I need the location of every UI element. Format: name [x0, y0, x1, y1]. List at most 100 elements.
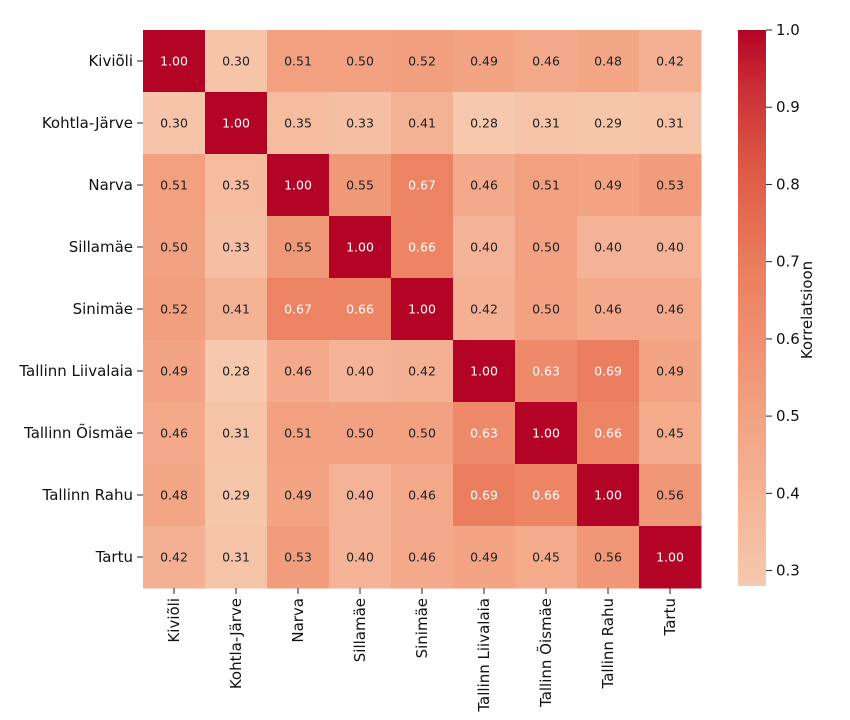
heatmap-cell	[453, 464, 516, 527]
cell-value-label: 0.42	[470, 302, 498, 317]
heatmap-cell	[453, 30, 516, 93]
column-label: Kohtla-Järve	[227, 598, 245, 689]
cell-value-label: 0.29	[594, 116, 622, 131]
cell-value-label: 0.41	[408, 116, 436, 131]
column-label: Tartu	[661, 598, 679, 636]
heatmap-cell	[639, 30, 702, 93]
heatmap-cell	[329, 216, 392, 279]
cell-value-label: 0.28	[470, 116, 498, 131]
cell-value-label: 0.31	[222, 426, 250, 441]
column-labels: Kiviõli Kohtla-Järve Narva Sillamäe Sinimäe T…	[165, 588, 679, 713]
heatmap-cell	[577, 92, 640, 155]
cell-value-label: 0.31	[532, 116, 560, 131]
cell-value-label: 1.00	[470, 364, 498, 379]
heatmap-cell	[515, 92, 578, 155]
heatmap-cell	[205, 92, 268, 155]
cell-value-label: 0.45	[532, 550, 560, 565]
cell-value-label: 0.50	[532, 302, 560, 317]
colorbar-tick-label: 0.8	[776, 175, 800, 193]
heatmap-cell	[329, 340, 392, 403]
cell-value-label: 0.49	[470, 54, 498, 69]
heatmap-cell	[329, 526, 392, 589]
heatmap-cell	[205, 30, 268, 93]
cell-value-label: 0.49	[160, 364, 188, 379]
cell-value-label: 0.35	[222, 178, 250, 193]
heatmap-cell	[329, 464, 392, 527]
heatmap-cell	[143, 340, 206, 403]
heatmap-cell	[639, 154, 702, 217]
colorbar-tick-label: 0.3	[776, 562, 800, 580]
cell-value-label: 0.50	[346, 54, 374, 69]
cell-value-label: 0.46	[532, 54, 560, 69]
cell-value-label: 1.00	[346, 240, 374, 255]
cell-value-label: 0.42	[656, 54, 684, 69]
cell-value-label: 0.46	[160, 426, 188, 441]
cell-value-label: 0.46	[408, 550, 436, 565]
row-label: Tallinn Rahu	[42, 486, 133, 504]
heatmap-cell	[267, 278, 330, 341]
row-label: Narva	[88, 176, 133, 194]
cell-value-label: 0.46	[470, 178, 498, 193]
cell-value-label: 0.53	[284, 550, 312, 565]
heatmap-cell	[267, 402, 330, 465]
heatmap-cell	[453, 526, 516, 589]
row-label: Sillamäe	[69, 238, 133, 256]
heatmap-cell	[267, 154, 330, 217]
cell-value-label: 0.63	[532, 364, 560, 379]
colorbar-tick-label: 0.9	[776, 98, 800, 116]
heatmap-cell	[577, 340, 640, 403]
heatmap-cell	[577, 278, 640, 341]
cell-value-label: 0.56	[594, 550, 622, 565]
heatmap-cell	[639, 526, 702, 589]
cell-value-label: 0.33	[222, 240, 250, 255]
cell-value-label: 0.51	[160, 178, 188, 193]
cell-value-label: 0.66	[594, 426, 622, 441]
heatmap-cell	[639, 216, 702, 279]
heatmap-cell	[453, 278, 516, 341]
cell-value-label: 0.46	[656, 302, 684, 317]
cell-value-label: 0.52	[160, 302, 188, 317]
row-label: Tartu	[95, 548, 133, 566]
cell-value-label: 0.46	[594, 302, 622, 317]
cell-value-label: 0.46	[408, 488, 436, 503]
heatmap-cell	[329, 30, 392, 93]
cell-value-label: 0.48	[160, 488, 188, 503]
heatmap-cell	[577, 154, 640, 217]
cell-value-label: 0.49	[284, 488, 312, 503]
heatmap-cell	[391, 216, 454, 279]
heatmap-cell	[453, 92, 516, 155]
cell-value-label: 0.50	[346, 426, 374, 441]
heatmap-cell	[329, 154, 392, 217]
heatmap-cells: 1.00 0.30 0.51 0.50 0.52 0.49 0.46 0.48 0.42 0.30…	[143, 30, 702, 589]
cell-value-label: 1.00	[656, 550, 684, 565]
column-label: Tallinn Rahu	[599, 598, 617, 689]
cell-value-label: 0.66	[346, 302, 374, 317]
row-labels: Kiviõli Kohtla-Järve Narva Sillamäe Sinimäe T…	[18, 52, 143, 566]
heatmap-cell	[515, 216, 578, 279]
cell-value-label: 0.48	[594, 54, 622, 69]
cell-value-label: 0.30	[222, 54, 250, 69]
cell-value-label: 0.30	[160, 116, 188, 131]
cell-value-label: 0.40	[346, 364, 374, 379]
heatmap-cell	[515, 30, 578, 93]
column-label: Sinimäe	[413, 598, 431, 658]
heatmap-cell	[267, 30, 330, 93]
cell-value-label: 0.51	[284, 426, 312, 441]
heatmap-cell	[391, 154, 454, 217]
cell-value-label: 0.40	[594, 240, 622, 255]
cell-value-label: 0.33	[346, 116, 374, 131]
cell-value-label: 0.67	[408, 178, 436, 193]
cell-value-label: 1.00	[284, 178, 312, 193]
heatmap-cell	[515, 402, 578, 465]
cell-value-label: 0.45	[656, 426, 684, 441]
heatmap-cell	[329, 92, 392, 155]
column-label: Tallinn Õismäe	[536, 598, 555, 708]
heatmap-cell	[205, 278, 268, 341]
heatmap-cell	[453, 340, 516, 403]
heatmap-cell	[577, 402, 640, 465]
heatmap-cell	[329, 402, 392, 465]
heatmap-cell	[515, 464, 578, 527]
heatmap-cell	[391, 402, 454, 465]
heatmap-cell	[639, 92, 702, 155]
cell-value-label: 0.40	[656, 240, 684, 255]
